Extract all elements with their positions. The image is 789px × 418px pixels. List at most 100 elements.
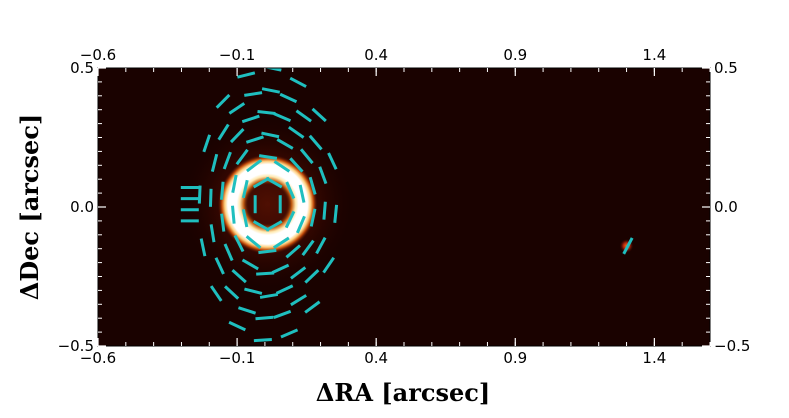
- x-tick-label-bottom: 1.4: [642, 349, 666, 367]
- x-tick-label-bottom: −0.1: [219, 349, 255, 367]
- polarization-vector-77: [280, 328, 299, 339]
- polarization-vector-63: [315, 236, 327, 255]
- ring-disk: [217, 154, 318, 255]
- polarization-vector-51: [228, 102, 246, 115]
- y-tick-label-right: 0.5: [714, 59, 738, 77]
- polarization-vector-83: [289, 76, 307, 88]
- x-tick-label-bottom: 0.9: [503, 349, 527, 367]
- polarization-vector-60: [273, 309, 292, 319]
- polarization-vector-6: [285, 181, 296, 200]
- polarization-vector-22: [231, 205, 236, 224]
- polarization-vector-54: [208, 188, 213, 207]
- x-tick-label-bottom: −0.6: [80, 349, 116, 367]
- polarization-vector-74: [209, 285, 223, 302]
- polarization-vector-52: [217, 123, 230, 141]
- polarization-vector-66: [308, 134, 323, 151]
- polarization-vector-72: [197, 185, 202, 204]
- polarization-vector-13: [258, 248, 277, 255]
- polarization-vector-23: [233, 234, 245, 253]
- polarization-vector-28: [296, 215, 306, 234]
- polarization-vector-50: [244, 91, 263, 97]
- polarization-vector-48: [279, 92, 298, 104]
- polarization-vector-18: [261, 131, 280, 139]
- polarization-vector-78: [304, 300, 321, 314]
- polarization-vector-16: [289, 157, 304, 173]
- y-tick-label-right: 0.0: [714, 198, 738, 216]
- polarization-vector-61: [290, 294, 307, 307]
- polarization-vector-15: [284, 210, 296, 229]
- polarization-vector-34: [229, 128, 245, 144]
- polarization-vector-42: [275, 284, 294, 295]
- polarization-vector-2: [252, 176, 270, 189]
- y-tick-label-left: −0.5: [58, 337, 94, 355]
- polarization-vector-25: [256, 271, 275, 276]
- polarization-vector-40: [244, 287, 263, 295]
- polarization-vector-76: [253, 338, 272, 343]
- polarization-vector-26: [271, 263, 290, 275]
- polarization-vector-73: [199, 238, 207, 257]
- polarization-vector-9: [245, 158, 263, 173]
- polarization-vector-14: [272, 236, 290, 250]
- x-tick-label-bottom: 0.4: [364, 349, 388, 367]
- polarization-vector-49: [261, 87, 281, 94]
- polarization-vector-12: [245, 235, 262, 249]
- polarization-vector-point-source: [622, 237, 634, 255]
- y-axis-title: ΔDec [arcsec]: [15, 114, 44, 301]
- x-tick-label-top: 1.4: [642, 46, 666, 64]
- polarization-vector-47: [299, 148, 314, 165]
- polarization-vector-57: [224, 285, 240, 300]
- polarization-vector-80: [333, 204, 339, 223]
- polarization-vector-46: [308, 176, 317, 195]
- y-tick-label-right: −0.5: [714, 337, 750, 355]
- x-tick-label-top: 0.4: [364, 46, 388, 64]
- polarization-vector-53: [210, 153, 219, 173]
- polarization-vector-82: [311, 107, 327, 123]
- polarization-vector-20: [235, 148, 249, 166]
- polarization-vector-81: [327, 152, 338, 170]
- polarization-vector-33: [241, 114, 260, 124]
- polarization-vector-8: [258, 154, 278, 160]
- polarization-vector-11: [241, 209, 249, 228]
- x-tick-label-top: −0.1: [219, 46, 255, 64]
- polarization-vector-65: [318, 166, 328, 185]
- polarization-vector-36: [220, 181, 225, 200]
- x-axis-title: ΔRA [arcsec]: [316, 378, 490, 407]
- polarization-vector-59: [255, 315, 274, 321]
- polarization-vector-32: [257, 110, 276, 116]
- polarization-vector-62: [304, 269, 320, 284]
- y-tick-label-left: 0.0: [70, 198, 94, 216]
- polarization-vector-43: [290, 266, 307, 280]
- polarization-vector-79: [322, 256, 335, 274]
- polarization-vector-35: [222, 151, 232, 170]
- polarization-vector-75: [228, 320, 247, 332]
- polarization-vector-31: [273, 112, 292, 123]
- polarization-vector-27: [285, 244, 301, 259]
- polarization-vector-44: [301, 239, 315, 257]
- polarization-vector-17: [276, 138, 294, 150]
- polarization-vector-56: [214, 257, 225, 275]
- polarization-vector-64: [322, 201, 327, 220]
- polarization-vector-7: [273, 160, 291, 173]
- polarization-vector-55: [209, 224, 216, 243]
- polarization-vector-37: [220, 213, 226, 232]
- polarization-vector-70: [215, 93, 231, 109]
- polarization-vector-45: [309, 208, 317, 227]
- polarization-vector-29: [298, 184, 306, 203]
- polarization-vector-67: [295, 109, 312, 123]
- y-tick-label-left: 0.5: [70, 59, 94, 77]
- polarization-vector-24: [241, 258, 259, 271]
- polarization-vector-39: [231, 268, 247, 284]
- polarization-vector-30: [287, 125, 305, 139]
- x-tick-label-top: 0.9: [503, 46, 527, 64]
- polarization-vector-69: [237, 71, 256, 79]
- polarization-vector-58: [237, 306, 257, 315]
- x-tick-label-top: −0.6: [80, 46, 116, 64]
- polarization-vector-19: [245, 135, 264, 144]
- polarization-vector-21: [231, 174, 238, 193]
- polarization-vector-41: [259, 292, 279, 299]
- polarization-vector-5: [265, 220, 283, 232]
- polarization-vector-38: [223, 243, 234, 262]
- polarization-vector-71: [202, 134, 212, 153]
